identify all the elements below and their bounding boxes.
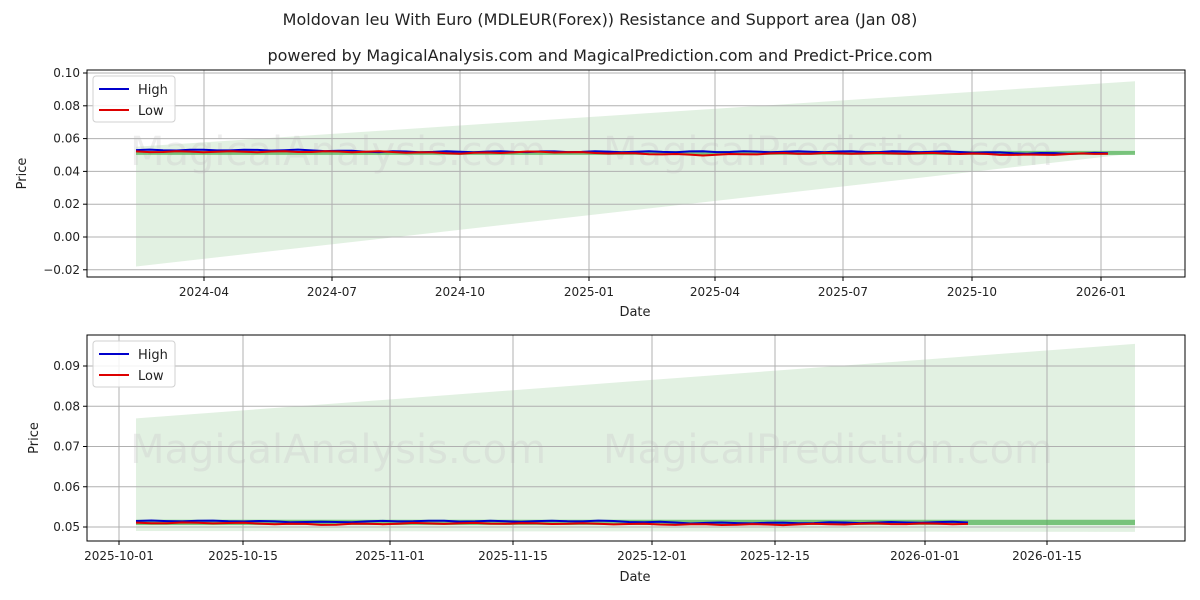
y-tick-label: 0.10 [53, 66, 80, 80]
x-tick-label: 2024-07 [307, 285, 357, 299]
y-tick-label: 0.04 [53, 164, 80, 178]
x-tick-label: 2025-12-15 [740, 549, 810, 563]
x-tick-label: 2025-01 [564, 285, 614, 299]
series-line-low [135, 521, 969, 527]
x-tick-label: 2024-04 [179, 285, 229, 299]
axes-frame [86, 334, 1186, 542]
y-tick-label: 0.06 [53, 132, 80, 146]
x-tick-label: 2025-10-15 [208, 549, 278, 563]
y-tick-label: −0.02 [43, 263, 80, 277]
legend-label-low: Low [138, 104, 164, 119]
x-tick-label: 2025-07 [818, 285, 868, 299]
y-axis-label: Price [15, 158, 30, 190]
series-line-low [135, 150, 1109, 157]
x-tick-label: 2025-12-01 [617, 549, 687, 563]
x-tick-label: 2025-10-01 [84, 549, 154, 563]
chart-panel-top: MagicalAnalysis.com MagicalPrediction.com… [15, 66, 1186, 320]
prediction-cone [136, 81, 1135, 267]
plot-area: MagicalAnalysis.com MagicalPrediction.com [87, 335, 1185, 541]
y-tick-label: 0.09 [53, 359, 80, 373]
watermark-prediction: MagicalPrediction.com [603, 427, 1053, 473]
x-tick-label: 2025-04 [690, 285, 740, 299]
plot-area: MagicalAnalysis.com MagicalPrediction.com [87, 70, 1185, 277]
legend-label-high: High [138, 348, 168, 363]
prediction-cone [136, 343, 1135, 532]
series-line-high [135, 519, 969, 525]
y-tick-label: 0.02 [53, 197, 80, 211]
chart-panel-bottom: MagicalAnalysis.com MagicalPrediction.com… [27, 334, 1186, 585]
y-tick-label: 0.05 [53, 520, 80, 534]
x-axis-label: Date [619, 570, 650, 585]
legend: High Low [92, 340, 176, 388]
legend: High Low [92, 75, 176, 123]
x-tick-label: 2025-11-15 [478, 549, 548, 563]
legend-label-high: High [138, 83, 168, 98]
x-tick-label: 2025-10 [947, 285, 997, 299]
x-tick-label: 2025-11-01 [355, 549, 425, 563]
y-tick-label: 0.06 [53, 480, 80, 494]
y-tick-label: 0.07 [53, 440, 80, 454]
axes-frame [86, 69, 1186, 278]
y-tick-label: 0.08 [53, 399, 80, 413]
y-tick-label: 0.08 [53, 99, 80, 113]
x-tick-label: 2026-01-15 [1012, 549, 1082, 563]
y-tick-label: 0.00 [53, 230, 80, 244]
chart-subtitle: powered by MagicalAnalysis.com and Magic… [267, 46, 933, 65]
x-tick-label: 2026-01 [1076, 285, 1126, 299]
x-axis-label: Date [619, 305, 650, 320]
chart-title: Moldovan leu With Euro (MDLEUR(Forex)) R… [282, 10, 918, 29]
x-tick-label: 2026-01-01 [890, 549, 960, 563]
legend-label-low: Low [138, 369, 164, 384]
watermark-analysis: MagicalAnalysis.com [130, 427, 546, 473]
x-tick-label: 2024-10 [435, 285, 485, 299]
y-axis-label: Price [27, 422, 42, 454]
